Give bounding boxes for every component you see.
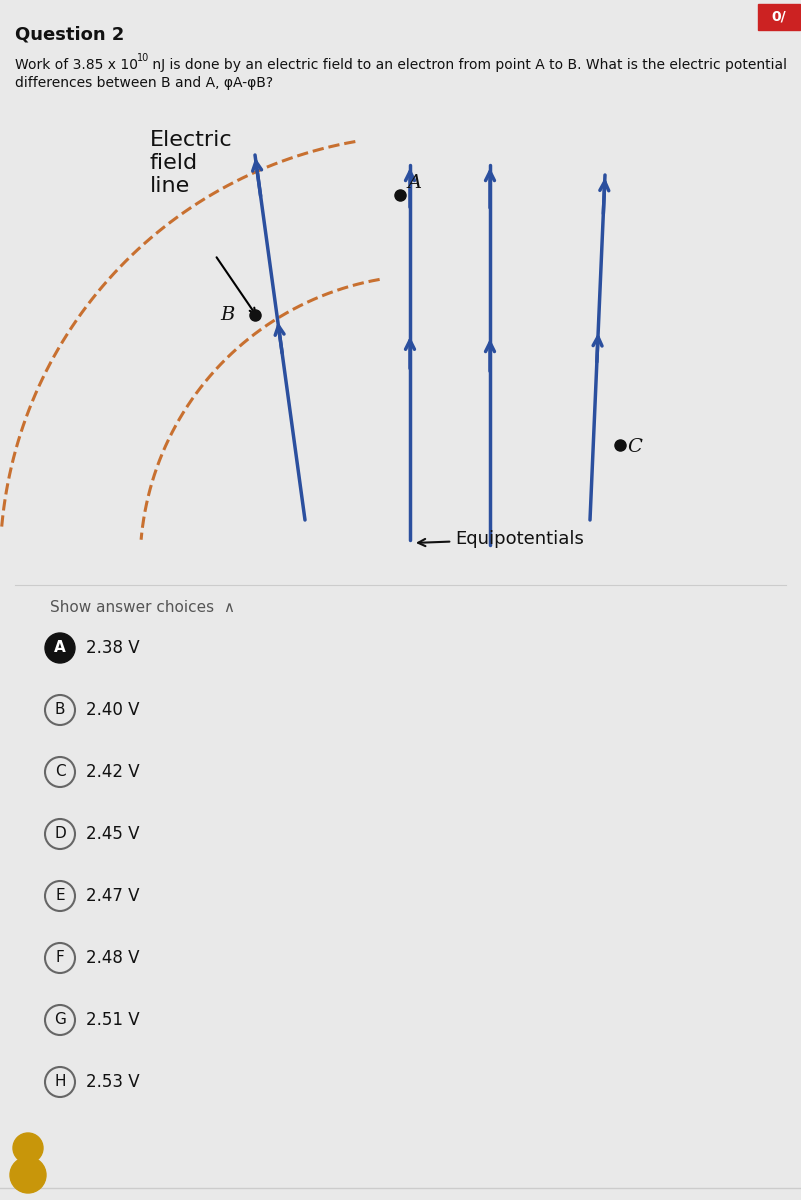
Text: C: C — [627, 438, 642, 456]
Circle shape — [13, 1133, 43, 1163]
Text: 0/: 0/ — [771, 10, 787, 24]
Text: C: C — [54, 764, 66, 780]
Circle shape — [45, 634, 75, 662]
Text: nJ is done by an electric field to an electron from point A to B. What is the el: nJ is done by an electric field to an el… — [148, 58, 787, 72]
Circle shape — [45, 818, 75, 850]
Text: A: A — [54, 641, 66, 655]
Text: 2.40 V: 2.40 V — [86, 701, 139, 719]
Text: G: G — [54, 1013, 66, 1027]
Text: 2.42 V: 2.42 V — [86, 763, 139, 781]
Text: H: H — [54, 1074, 66, 1090]
Circle shape — [10, 1157, 46, 1193]
Text: A: A — [407, 174, 421, 192]
Text: B: B — [54, 702, 65, 718]
Text: 2.48 V: 2.48 V — [86, 949, 139, 967]
Text: 2.38 V: 2.38 V — [86, 638, 139, 658]
Text: 2.47 V: 2.47 V — [86, 887, 139, 905]
Text: Work of 3.85 x 10: Work of 3.85 x 10 — [15, 58, 138, 72]
Text: B: B — [220, 306, 235, 324]
Text: Show answer choices  ∧: Show answer choices ∧ — [50, 600, 235, 616]
Text: 10: 10 — [137, 53, 149, 62]
Text: Electric
field
line: Electric field line — [150, 130, 232, 197]
Text: Question 2: Question 2 — [15, 26, 124, 44]
Circle shape — [45, 1006, 75, 1034]
Text: differences between B and A, φA-φB?: differences between B and A, φA-φB? — [15, 76, 273, 90]
Text: D: D — [54, 827, 66, 841]
Bar — [758, 4, 800, 30]
Circle shape — [45, 757, 75, 787]
Circle shape — [45, 881, 75, 911]
Circle shape — [45, 1067, 75, 1097]
Text: 2.45 V: 2.45 V — [86, 826, 139, 842]
Text: F: F — [55, 950, 64, 966]
Circle shape — [45, 943, 75, 973]
Text: 2.51 V: 2.51 V — [86, 1010, 139, 1028]
Text: E: E — [55, 888, 65, 904]
Circle shape — [45, 695, 75, 725]
Text: Equipotentials: Equipotentials — [418, 530, 584, 548]
Text: 2.53 V: 2.53 V — [86, 1073, 139, 1091]
